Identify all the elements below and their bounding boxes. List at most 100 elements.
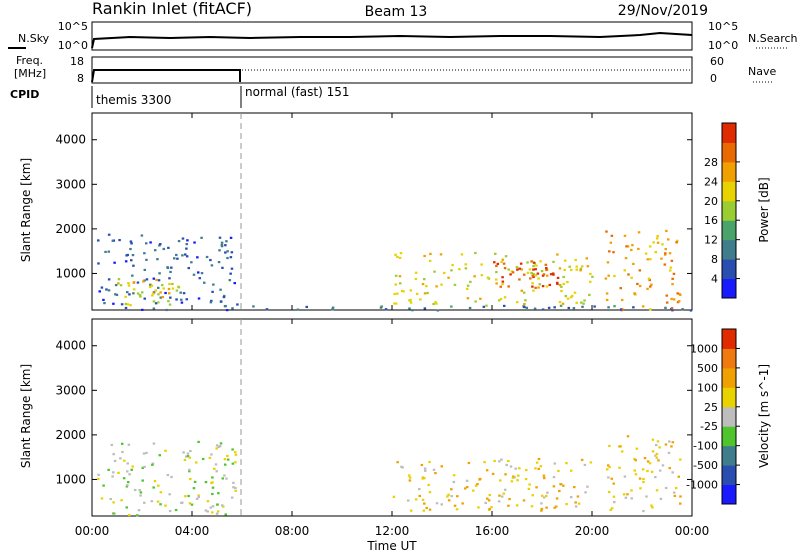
data-cell <box>151 462 155 465</box>
data-cell <box>435 285 438 288</box>
data-cell <box>179 291 182 294</box>
data-cell <box>428 491 432 494</box>
data-cell <box>510 480 514 483</box>
data-cell <box>143 268 147 272</box>
data-cell <box>174 508 178 512</box>
data-cell <box>206 510 209 513</box>
data-cell <box>618 466 621 469</box>
data-cell <box>517 474 520 477</box>
data-cell <box>215 444 219 447</box>
time-tick-label: 00:00 <box>75 524 110 538</box>
data-cell <box>532 261 536 264</box>
data-cell <box>132 281 136 284</box>
data-cell <box>211 486 215 489</box>
data-cell <box>223 474 226 477</box>
data-cell <box>651 438 655 441</box>
data-cell <box>552 476 556 479</box>
data-cell <box>498 494 501 497</box>
data-cell <box>162 247 166 251</box>
data-cell <box>208 456 212 460</box>
data-cell <box>137 509 141 512</box>
freq-trace <box>91 69 241 83</box>
data-cell <box>105 288 108 291</box>
colorbar-segment <box>722 239 736 260</box>
data-cell <box>196 271 200 274</box>
data-cell <box>524 477 528 481</box>
data-cell <box>540 494 544 497</box>
data-cell <box>463 487 467 490</box>
data-cell <box>219 300 223 303</box>
data-cell <box>107 233 111 236</box>
data-cell <box>252 305 255 308</box>
data-cell <box>433 270 436 273</box>
data-cell <box>189 449 192 453</box>
data-cell <box>136 281 140 284</box>
data-cell <box>443 271 446 275</box>
data-cell <box>103 302 106 305</box>
data-cell <box>143 465 146 468</box>
data-cell <box>461 502 464 505</box>
data-cell <box>648 462 652 465</box>
data-cell <box>663 263 667 266</box>
data-cell <box>670 297 673 300</box>
data-cell <box>679 293 682 296</box>
data-cell <box>501 258 505 261</box>
data-cell <box>218 236 222 239</box>
data-cell <box>558 267 562 270</box>
data-cell <box>166 473 170 477</box>
data-cell <box>185 298 189 301</box>
data-cell <box>216 503 219 506</box>
data-cell <box>507 268 510 271</box>
data-cell <box>115 293 119 296</box>
colorbar-tick-label: 100 <box>697 381 718 394</box>
data-cell <box>642 480 645 484</box>
data-cell <box>432 468 436 471</box>
data-cell <box>541 308 545 311</box>
data-cell <box>654 443 658 447</box>
data-cell <box>482 305 486 308</box>
power-cbar-label: Power [dB] <box>757 177 771 242</box>
data-cell <box>572 307 576 310</box>
data-cell <box>156 258 159 261</box>
data-cell <box>434 472 437 475</box>
data-cell <box>476 482 479 486</box>
data-cell <box>552 485 556 488</box>
data-cell <box>656 440 660 443</box>
data-cell <box>655 456 659 459</box>
data-cell <box>636 282 639 286</box>
data-cell <box>220 241 224 244</box>
data-cell <box>125 506 128 509</box>
data-cell <box>532 273 536 276</box>
data-cell <box>225 240 228 243</box>
data-cell <box>677 300 681 303</box>
data-cell <box>542 273 546 276</box>
data-cell <box>198 277 202 280</box>
data-cell <box>670 259 674 262</box>
data-cell <box>211 492 214 496</box>
data-cell <box>169 270 172 274</box>
data-cell <box>608 250 611 253</box>
data-cell <box>418 487 421 491</box>
data-cell <box>485 304 488 307</box>
data-cell <box>232 481 235 484</box>
colorbar-tick-label: 4 <box>711 273 718 286</box>
data-cell <box>394 302 398 305</box>
data-cell <box>488 493 492 497</box>
data-cell <box>580 301 583 304</box>
data-cell <box>132 264 135 267</box>
data-cell <box>211 290 214 293</box>
data-cell <box>495 271 498 274</box>
data-cell <box>450 305 453 308</box>
data-cell <box>104 250 107 254</box>
data-cell <box>450 495 453 498</box>
data-cell <box>534 274 538 277</box>
data-cell <box>605 298 609 302</box>
data-cell <box>110 443 114 447</box>
data-cell <box>487 499 491 502</box>
data-cell <box>534 467 537 470</box>
data-cell <box>222 296 226 299</box>
data-cell <box>645 495 648 498</box>
data-cell <box>549 273 553 276</box>
data-cell <box>186 452 190 455</box>
data-cell <box>165 308 168 312</box>
